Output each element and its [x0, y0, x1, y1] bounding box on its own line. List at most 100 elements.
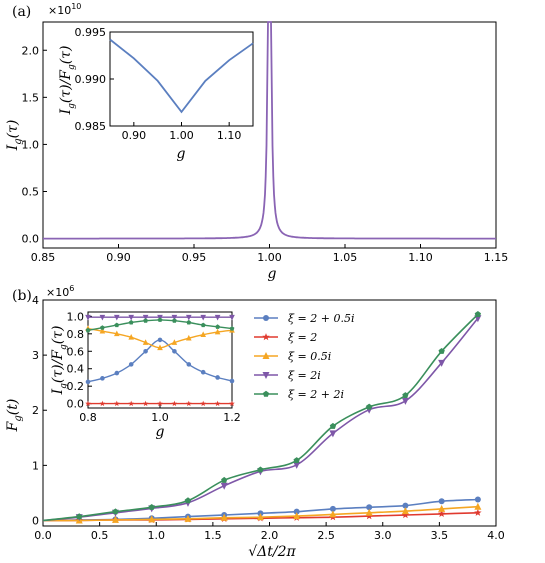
panel-b-series-point: [184, 514, 192, 522]
panel-b-series-point: [438, 498, 445, 505]
panel-b-inset-series-point: [215, 324, 220, 329]
panel-b-inset-y-tick-label: 1.0: [67, 310, 85, 323]
panel-b-inset-series-point: [114, 330, 120, 337]
panel-b-inset-series-point: [128, 334, 134, 340]
panel-a-y-tick-label: 0.5: [22, 186, 40, 199]
panel-b-inset-frame: [87, 311, 233, 409]
panel-b-inset-series-point: [128, 400, 134, 407]
panel-a-x-axis-label: g: [268, 266, 277, 282]
panel-b-series-point: [220, 513, 228, 521]
panel-b-inset: 0.8 1.0 1.2 0.0 0.2 0.4 0.6 0.8 1.0 g Ig(τ)/Fg(…: [50, 310, 241, 440]
panel-a-inset: 0.90 1.00 1.10 0.985 0.990 0.995 g Ig(τ)/Fg(…: [58, 26, 254, 162]
panel-b-inset-series-point: [186, 314, 192, 321]
panel-a-inset-series-line: [109, 38, 254, 114]
panel-a-inset-x-tick-label: 1.10: [217, 129, 242, 142]
panel-b-inset-series-point: [214, 328, 221, 335]
panel-a-inset-y-tick-label: 0.990: [75, 73, 107, 86]
panel-a-y-tick-label: 1.0: [22, 138, 40, 151]
panel-b-y-tick-label: 4: [32, 294, 39, 307]
panel-b-inset-series-point: [157, 317, 163, 322]
panel-b-series-point: [329, 505, 336, 512]
panel-b-series-point: [256, 513, 264, 521]
panel-b-inset-series-point: [142, 314, 149, 321]
panel-b-series-point: [365, 508, 373, 516]
panel-b-inset-series-point: [172, 348, 177, 354]
panel-b-legend: ξ = 2 + 0.5i ξ = 2 ξ = 0.5i ξ = 2i ξ = 2 + 2…: [254, 312, 355, 401]
panel-b-label: (b): [12, 288, 32, 304]
panel-b-x-tick-label: 3.5: [431, 529, 449, 542]
panel-b-series-point: [437, 510, 446, 517]
panel-b-inset-series-point: [186, 319, 192, 325]
panel-b-inset-y-tick-label: 0.2: [67, 380, 85, 393]
panel-a-y-tick-label: 1.5: [22, 91, 40, 104]
panel-b-x-tick-label: 1.0: [148, 529, 166, 542]
panel-b-inset-series-point: [200, 400, 206, 407]
panel-b-inset-x-label: g: [156, 424, 165, 440]
panel-b-y-tick-label: 1: [32, 459, 39, 472]
panel-b-series-point: [329, 510, 337, 518]
panel-b-x-tick-label: 4.0: [487, 529, 505, 542]
panel-b-series-point: [76, 513, 83, 520]
panel-b-inset-series-point: [128, 314, 134, 321]
panel-b-series-point: [293, 512, 301, 520]
panel-a-inset-frame: [109, 31, 254, 127]
panel-b-inset-series-point: [186, 334, 192, 341]
panel-a-inset-x-tick-label: 1.00: [169, 129, 194, 142]
panel-b-inset-series-point: [114, 370, 120, 376]
panel-b-inset-series-point: [114, 322, 120, 328]
panel-b-series-point: [438, 359, 446, 367]
panel-b-series-point: [474, 502, 482, 510]
panel-b-inset-series-point: [214, 314, 221, 321]
legend-label: ξ = 2i: [288, 369, 321, 382]
panel-b-series-point: [257, 466, 264, 473]
panel-b-series-point: [438, 504, 446, 512]
panel-b-series-point: [402, 502, 409, 509]
panel-b-inset-series-point: [215, 375, 220, 380]
svg-text:Ig(τ)/Fg(τ): Ig(τ)/Fg(τ): [58, 46, 77, 116]
panel-b-series-point: [401, 511, 410, 519]
panel-b-inset-series-point: [128, 319, 134, 325]
legend-label: ξ = 0.5i: [288, 350, 331, 363]
panel-a: (a) ×1010 0.85 0.90 0.95 1.00 1.05 1.10 1.15 0…: [5, 2, 508, 282]
panel-b-inset-series-point: [200, 314, 206, 321]
panel-b-series-point: [366, 403, 373, 410]
panel-a-y-tick-label: 0.0: [22, 233, 40, 246]
panel-b-inset-series-point: [114, 400, 120, 407]
panel-b-inset-x-tick-label: 0.8: [79, 411, 97, 424]
panel-b-x-tick-label: 3.0: [374, 529, 392, 542]
panel-b-x-tick-label: 0.0: [34, 529, 52, 542]
panel-b-inset-series-point: [229, 326, 235, 331]
panel-b-inset-series-point: [99, 327, 106, 334]
panel-b-inset-series-point: [143, 318, 148, 323]
panel-b-inset-x-tick-label: 1.0: [151, 411, 169, 424]
legend-marker: [262, 372, 270, 379]
panel-b-inset-series-point: [99, 314, 106, 321]
panel-b-inset-series-point: [214, 400, 221, 407]
panel-b-inset-series-point: [171, 339, 178, 345]
panel-b-inset-series-point: [200, 322, 206, 328]
panel-b-inset-series-point: [186, 362, 192, 367]
panel-b-inset-series-point: [128, 362, 134, 367]
panel-b-series-point: [329, 422, 337, 429]
panel-b-x-tick-label: 2.0: [261, 529, 279, 542]
panel-b-inset-series-point: [157, 344, 163, 351]
panel-b-inset-series-point: [99, 400, 106, 407]
panel-b-series-point: [293, 461, 301, 469]
panel-b-x-tick-label: 1.5: [204, 529, 222, 542]
panel-a-inset-x-label: g: [177, 146, 186, 162]
legend-label: ξ = 2 + 0.5i: [288, 312, 355, 325]
panel-b-series-point: [329, 430, 337, 438]
panel-b-series-point: [220, 482, 228, 490]
panel-b-inset-y-tick-label: 0.0: [67, 398, 85, 411]
panel-b-series-point: [474, 508, 482, 516]
legend-label: ξ = 2: [288, 331, 317, 344]
panel-b-y-multiplier: ×106: [46, 284, 74, 299]
panel-b-inset-x-tick-label: 1.2: [223, 411, 241, 424]
panel-b-y-tick-label: 3: [32, 349, 39, 362]
panel-b-series-point: [111, 515, 119, 523]
panel-b-inset-y-tick-label: 0.4: [67, 363, 85, 376]
panel-b-inset-y-tick-label: 0.8: [67, 328, 85, 341]
panel-b-series-point: [293, 508, 300, 515]
legend-marker: [262, 390, 270, 397]
